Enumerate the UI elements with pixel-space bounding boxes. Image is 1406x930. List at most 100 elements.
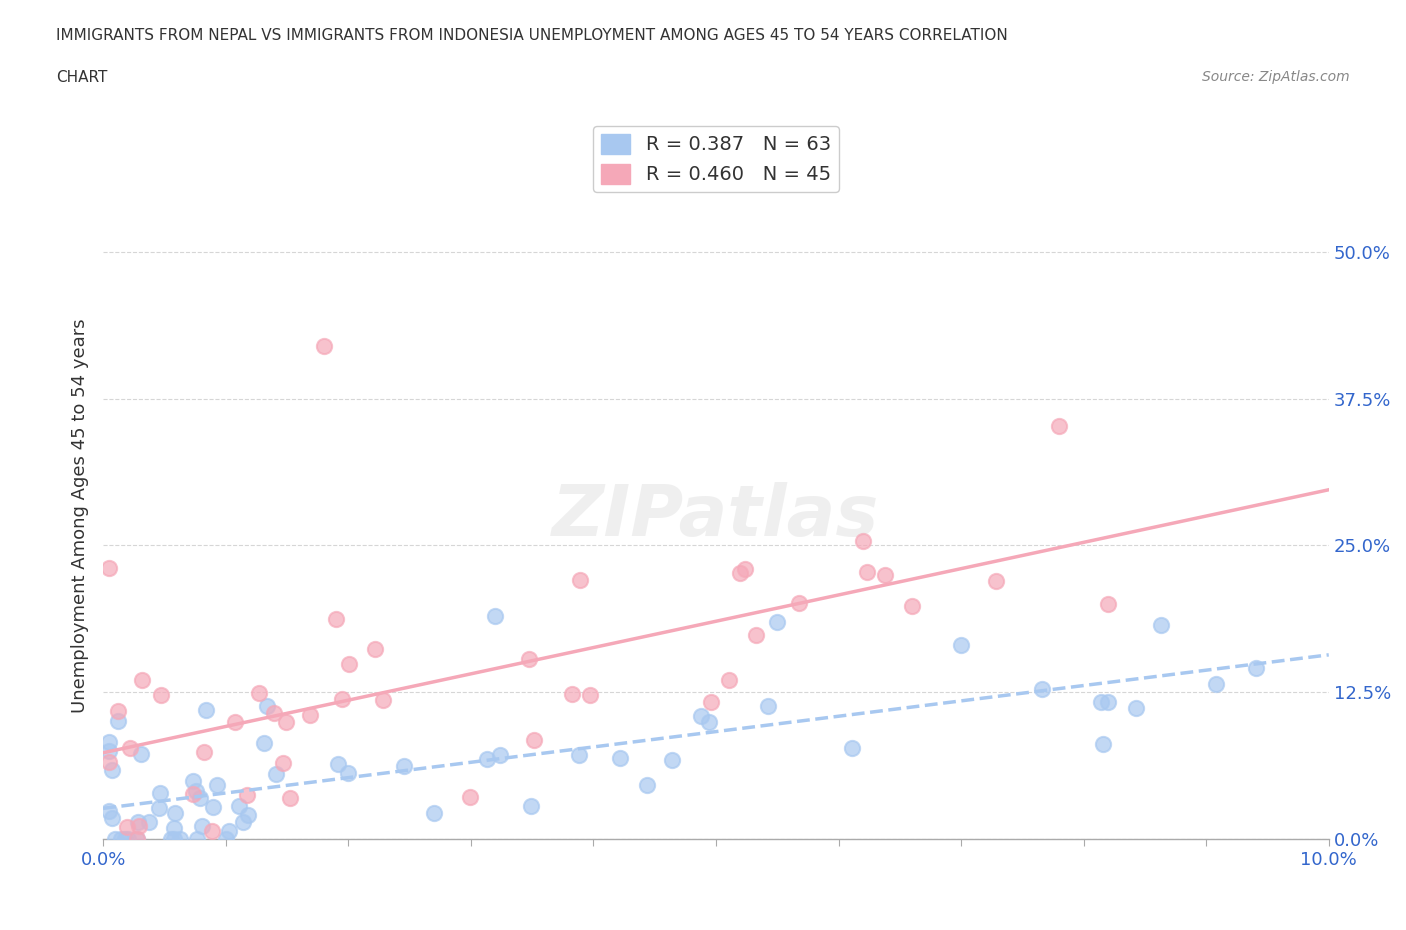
Point <box>392 759 415 774</box>
Point <box>520 798 543 813</box>
Point <box>364 642 387 657</box>
Point <box>110 831 132 846</box>
Point <box>104 831 127 846</box>
Point <box>252 736 274 751</box>
Point <box>900 599 922 614</box>
Point <box>205 777 228 792</box>
Point <box>127 815 149 830</box>
Point <box>1125 700 1147 715</box>
Point <box>700 695 723 710</box>
Point <box>98 754 121 769</box>
Point <box>690 709 713 724</box>
Point <box>148 801 170 816</box>
Point <box>326 756 349 771</box>
Point <box>162 831 184 846</box>
Point <box>117 831 139 846</box>
Point <box>138 814 160 829</box>
Point <box>201 824 224 839</box>
Point <box>734 562 756 577</box>
Point <box>1031 681 1053 696</box>
Point <box>165 805 187 820</box>
Point <box>371 693 394 708</box>
Point <box>637 778 659 793</box>
Point <box>1090 695 1112 710</box>
Point <box>325 612 347 627</box>
Point <box>299 708 322 723</box>
Point <box>188 790 211 805</box>
Point <box>118 741 141 756</box>
Point <box>224 715 246 730</box>
Point <box>186 831 208 846</box>
Point <box>875 567 897 582</box>
Point <box>190 818 212 833</box>
Point <box>609 751 631 765</box>
Point <box>718 673 741 688</box>
Point <box>101 763 124 777</box>
Point <box>98 561 121 576</box>
Point <box>125 831 148 846</box>
Point <box>1092 737 1115 751</box>
Point <box>841 741 863 756</box>
Point <box>264 766 287 781</box>
Point <box>477 751 499 766</box>
Point <box>98 735 121 750</box>
Point <box>568 748 591 763</box>
Point <box>458 790 481 804</box>
Point <box>1244 660 1267 675</box>
Point <box>337 765 360 780</box>
Point <box>107 704 129 719</box>
Point <box>117 819 139 834</box>
Point <box>1205 676 1227 691</box>
Y-axis label: Unemployment Among Ages 45 to 54 years: Unemployment Among Ages 45 to 54 years <box>72 319 89 713</box>
Point <box>218 823 240 838</box>
Point <box>423 805 446 820</box>
Point <box>756 698 779 713</box>
Point <box>578 688 600 703</box>
Point <box>195 703 218 718</box>
Point <box>856 565 879 579</box>
Point <box>107 713 129 728</box>
Legend: R = 0.387   N = 63, R = 0.460   N = 45: R = 0.387 N = 63, R = 0.460 N = 45 <box>593 126 838 193</box>
Point <box>125 831 148 846</box>
Point <box>128 818 150 833</box>
Point <box>236 807 259 822</box>
Point <box>98 804 121 818</box>
Point <box>215 831 238 846</box>
Point <box>523 733 546 748</box>
Text: CHART: CHART <box>56 70 108 85</box>
Point <box>789 596 811 611</box>
Point <box>1047 418 1070 433</box>
Point <box>228 799 250 814</box>
Point <box>232 815 254 830</box>
Point <box>159 831 181 846</box>
Point <box>852 533 875 548</box>
Point <box>101 810 124 825</box>
Point <box>745 628 768 643</box>
Point <box>568 572 591 587</box>
Point <box>330 692 353 707</box>
Text: Source: ZipAtlas.com: Source: ZipAtlas.com <box>1202 70 1350 84</box>
Point <box>163 820 186 835</box>
Point <box>247 686 270 701</box>
Point <box>489 748 512 763</box>
Point <box>517 651 540 666</box>
Point <box>202 800 225 815</box>
Point <box>184 784 207 799</box>
Text: IMMIGRANTS FROM NEPAL VS IMMIGRANTS FROM INDONESIA UNEMPLOYMENT AMONG AGES 45 TO: IMMIGRANTS FROM NEPAL VS IMMIGRANTS FROM… <box>56 28 1008 43</box>
Point <box>766 614 789 629</box>
Point <box>236 788 259 803</box>
Point <box>484 608 506 623</box>
Point <box>561 686 583 701</box>
Point <box>950 638 973 653</box>
Point <box>149 786 172 801</box>
Point <box>263 706 285 721</box>
Point <box>181 787 204 802</box>
Point <box>280 790 302 805</box>
Point <box>150 687 173 702</box>
Point <box>1150 618 1173 632</box>
Point <box>1097 597 1119 612</box>
Text: ZIPatlas: ZIPatlas <box>553 482 880 551</box>
Point <box>98 743 121 758</box>
Point <box>312 339 335 353</box>
Point <box>129 746 152 761</box>
